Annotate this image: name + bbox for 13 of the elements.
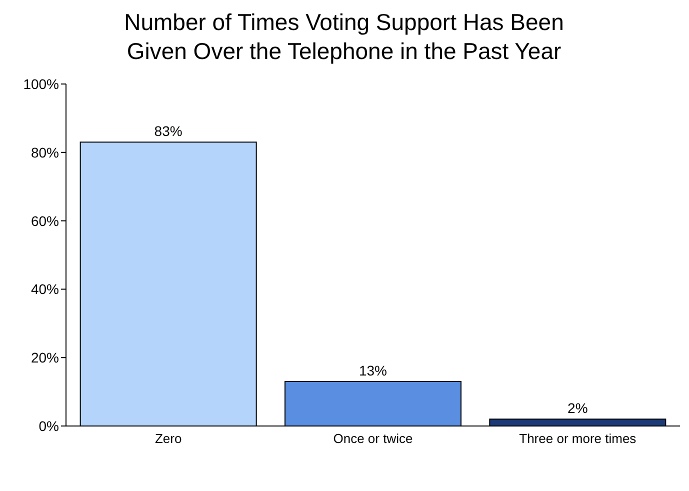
y-tick-label: 40% <box>30 281 59 298</box>
x-tick-label: Once or twice <box>333 431 413 446</box>
data-label: 83% <box>154 123 182 140</box>
x-tick-label: Zero <box>154 431 182 446</box>
y-tick-label: 0% <box>38 418 59 434</box>
y-tick-label: 20% <box>30 350 59 366</box>
data-label: 2% <box>568 400 588 416</box>
data-label: 13% <box>358 362 388 379</box>
y-tick-label: 80% <box>30 144 59 160</box>
y-tick-label: 100% <box>23 76 59 92</box>
y-tick-label: 60% <box>30 212 59 229</box>
x-tick-label: Three or more times <box>519 431 637 446</box>
chart-title: Number of Times Voting Support Has Been Given Over the Telephone in the Past Year <box>123 8 565 66</box>
